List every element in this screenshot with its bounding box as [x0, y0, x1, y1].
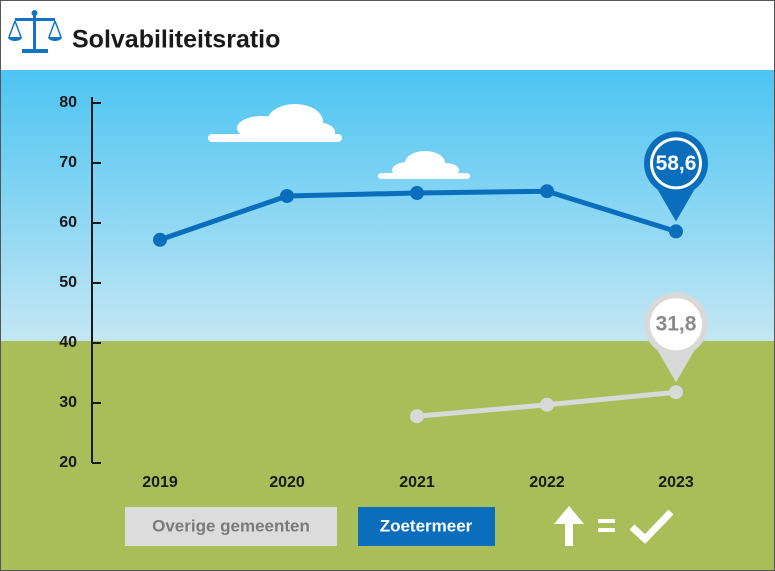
sky — [0, 70, 775, 341]
legend-label: Zoetermeer — [380, 516, 473, 535]
x-tick-label: 2023 — [658, 474, 694, 491]
y-tick-label: 70 — [59, 154, 77, 171]
value-pin — [652, 300, 700, 349]
x-tick-label: 2020 — [269, 474, 305, 491]
data-point — [540, 184, 554, 199]
data-point — [669, 224, 683, 239]
y-tick-label: 20 — [59, 454, 77, 471]
arrow-up-icon — [554, 506, 584, 546]
cloud — [378, 151, 470, 179]
value-pin — [653, 140, 699, 187]
y-tick-label: 50 — [59, 274, 77, 291]
chart-title: Solvabiliteitsratio — [72, 26, 280, 54]
y-tick-label: 30 — [59, 394, 77, 411]
legend-box — [358, 507, 495, 546]
value-label: 31,8 — [656, 313, 697, 336]
value-label: 58,6 — [656, 152, 697, 175]
cloud — [208, 104, 342, 142]
x-tick-label: 2019 — [142, 474, 178, 491]
y-tick-label: 40 — [59, 334, 77, 351]
x-tick-label: 2021 — [399, 474, 435, 491]
check-icon — [629, 509, 674, 544]
legend-label: Overige gemeenten — [152, 516, 310, 535]
data-point — [410, 409, 424, 424]
data-point — [280, 189, 294, 203]
y-tick-label: 80 — [59, 94, 77, 111]
y-tick-label: 60 — [59, 214, 77, 231]
data-point — [669, 385, 683, 400]
equals-icon — [598, 519, 615, 532]
data-point — [153, 232, 167, 247]
legend-box — [125, 507, 337, 546]
x-tick-label: 2022 — [529, 474, 565, 491]
data-point — [540, 397, 554, 412]
data-point — [410, 186, 424, 200]
scale-icon — [8, 10, 62, 53]
header-bg — [0, 0, 775, 70]
